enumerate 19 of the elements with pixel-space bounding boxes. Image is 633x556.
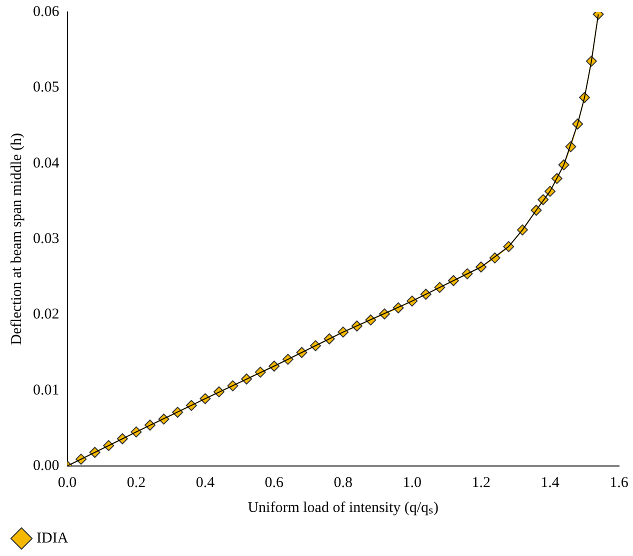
x-tick-label: 0.4 bbox=[196, 474, 216, 491]
y-tick-label: 0.03 bbox=[33, 230, 60, 247]
y-tick-label: 0.02 bbox=[33, 306, 60, 323]
x-tick-label: 1.4 bbox=[540, 474, 560, 491]
y-axis-title: Deflection at beam span middle (h) bbox=[8, 132, 25, 346]
x-tick-label: 1.2 bbox=[472, 474, 490, 491]
x-tick-label: 0.8 bbox=[334, 474, 352, 491]
y-tick-label: 0.01 bbox=[33, 382, 60, 398]
x-tick-label: 1.0 bbox=[402, 474, 422, 491]
x-tick-label: 0.0 bbox=[58, 474, 77, 491]
x-axis-title: Uniform load of intensity (q/qₛ) bbox=[248, 500, 439, 516]
x-tick-label: 0.6 bbox=[264, 474, 284, 491]
y-tick-label: 0.00 bbox=[33, 458, 60, 474]
legend-label: IDIA bbox=[36, 530, 68, 546]
y-tick-label: 0.05 bbox=[33, 80, 60, 96]
y-tick-label: 0.06 bbox=[33, 4, 60, 20]
y-tick-label: 0.04 bbox=[33, 155, 60, 172]
x-tick-label: 1.6 bbox=[610, 474, 629, 491]
x-tick-label: 0.2 bbox=[126, 474, 146, 491]
